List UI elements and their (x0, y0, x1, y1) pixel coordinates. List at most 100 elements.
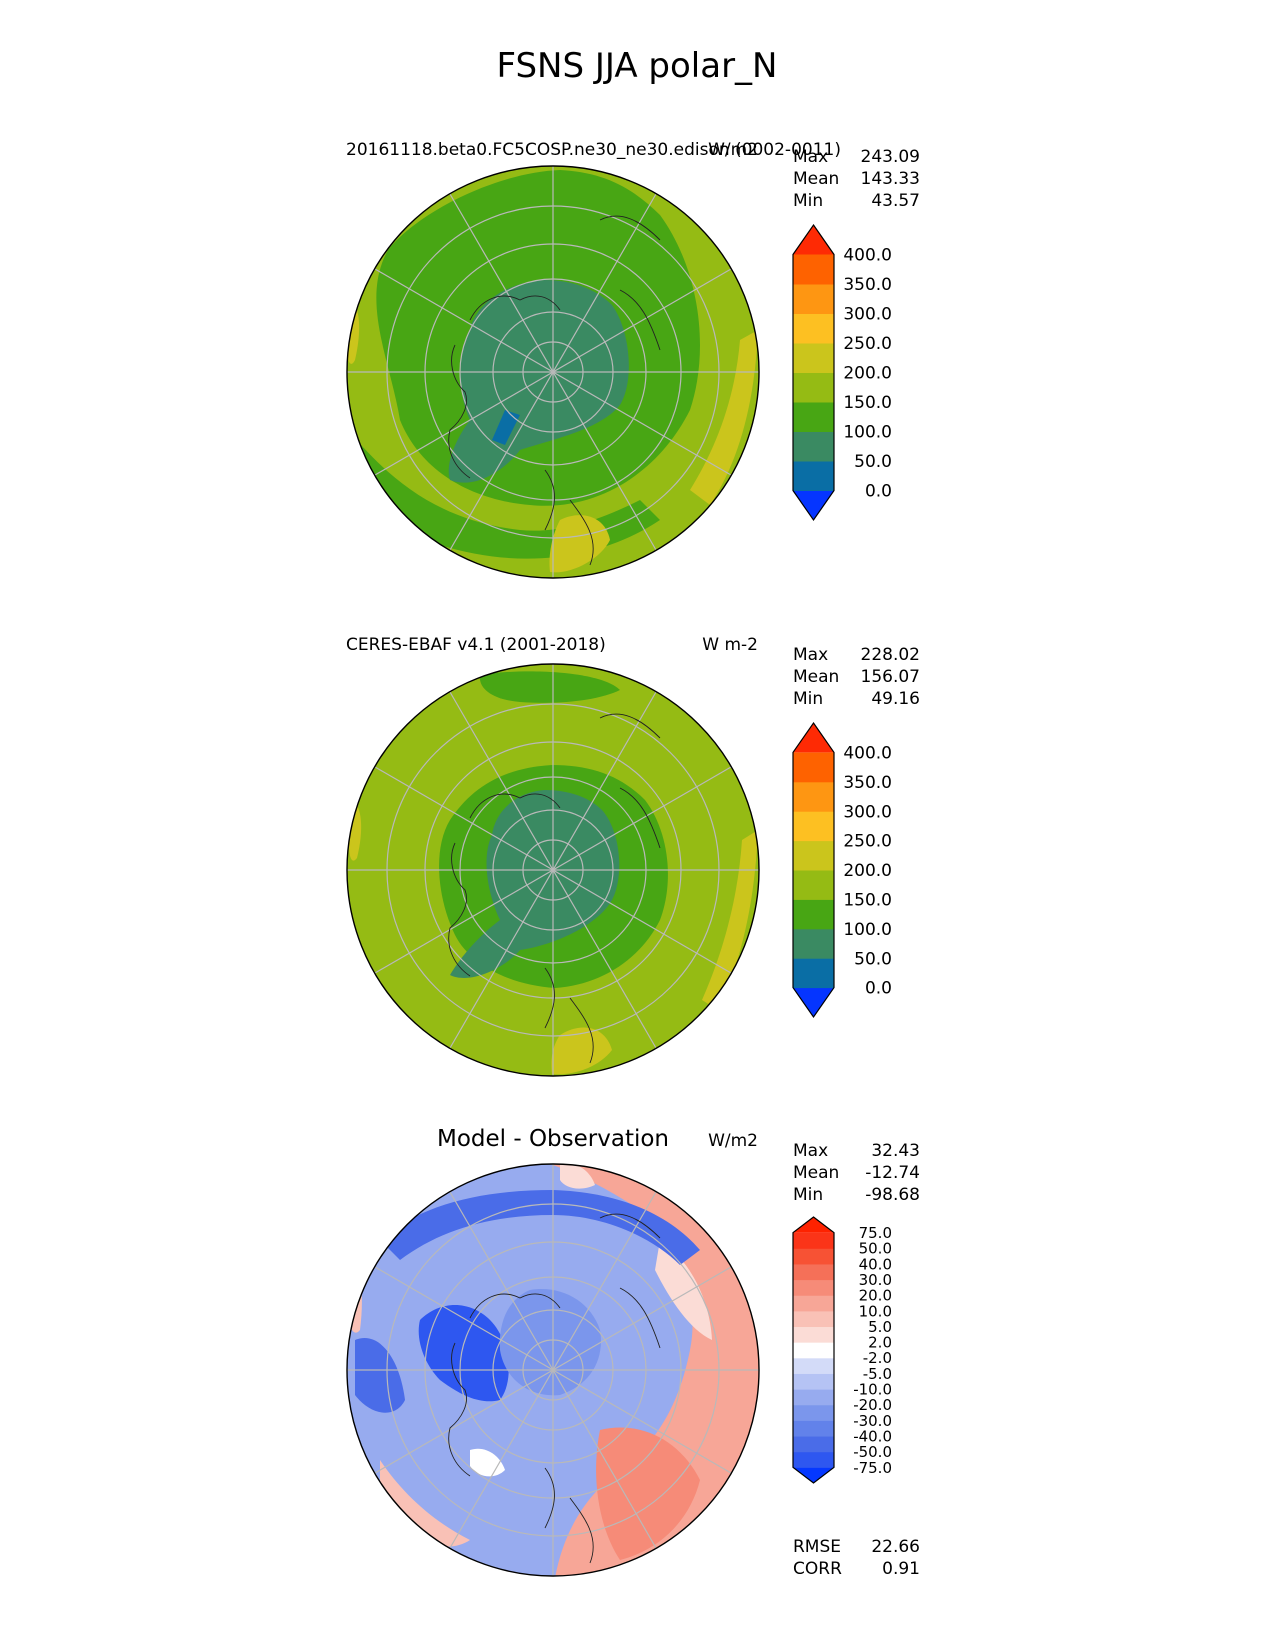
colorbar-1-segment (793, 752, 834, 783)
panel-diff-map-border (346, 1163, 760, 1577)
panel-diff-coastlines (448, 1213, 661, 1564)
panel-diff-stat-value-max: 32.43 (871, 1141, 920, 1161)
colorbar-1-tick-label: 50.0 (854, 949, 892, 969)
panel-diff-bottom-stats: RMSE 22.66 CORR 0.91 (793, 1537, 920, 1579)
colorbar-1-tick-label: 350.0 (843, 773, 892, 793)
panel-model-stat-label-mean: Mean (793, 169, 839, 189)
panel-diff-units: W/m2 (708, 1131, 758, 1151)
colorbar-1-tick-label: 150.0 (843, 891, 892, 911)
diff-weak-islands (470, 1448, 505, 1477)
colorbar-0-outline (792, 223, 835, 522)
colorbar-2-segment (793, 1451, 834, 1468)
panel-diff-colorbar: -75.0-50.0-40.0-30.0-20.0-10.0-5.0-2.02.… (792, 1216, 892, 1484)
diff-negative-strong-west (418, 1305, 509, 1402)
panel-model-stat-label-min: Min (793, 191, 823, 211)
colorbar-2-outline (792, 1216, 835, 1484)
colorbar-0-tick-label: 200.0 (843, 364, 892, 384)
field-band-100-model (448, 280, 629, 483)
colorbar-2-segment (793, 1295, 834, 1312)
colorbar-2-tick-label: 20.0 (859, 1287, 892, 1305)
colorbar-2-tick-label: 50.0 (859, 1240, 892, 1258)
panel-diff-stats: Max 32.43 Mean -12.74 Min -98.68 (793, 1141, 920, 1205)
panel-diff-title: Model - Observation (437, 1126, 669, 1152)
field-band-250-obs-south (551, 1027, 612, 1075)
colorbar-1-segment (793, 958, 834, 989)
colorbar-2-tick-label: 75.0 (859, 1224, 892, 1242)
panel-obs: CERES-EBAF v4.1 (2001-2018) W m-2 Max 22… (346, 635, 920, 1077)
colorbar-1-extend-low (793, 987, 834, 1017)
colorbar-2-tick-label: -5.0 (863, 1365, 892, 1383)
panel-model-colorbar: 0.0 50.0 100.0 150.0 200.0 250.0 300.0 350.0 400… (792, 223, 892, 522)
colorbar-2-segment (793, 1263, 834, 1281)
panel-model-graticule (347, 166, 759, 578)
panel-model-units: W/m2 (708, 140, 758, 160)
colorbar-1-outline (792, 721, 835, 1019)
colorbar-2-segment (793, 1420, 834, 1437)
figure-title: FSNS JJA polar_N (497, 46, 778, 86)
panel-diff-stat-value-rmse: 22.66 (871, 1537, 920, 1557)
colorbar-2-tick-label: -75.0 (853, 1459, 892, 1477)
colorbar-2-segment (793, 1279, 834, 1296)
panel-diff-stat-value-mean: -12.74 (865, 1163, 920, 1183)
colorbar-0-segment (793, 431, 834, 462)
colorbar-2-tick-label: -30.0 (853, 1412, 892, 1430)
colorbar-0-segment (793, 343, 834, 373)
colorbar-0-segment (793, 284, 834, 314)
colorbar-1-segment (793, 928, 834, 959)
colorbar-0-tick-label: 250.0 (843, 334, 892, 354)
field-band-50-model (492, 410, 520, 445)
diff-positive-east-strong (596, 1427, 700, 1560)
colorbar-2-tick-label: 2.0 (868, 1334, 892, 1352)
colorbar-1-segment (793, 781, 834, 812)
panel-obs-left-label: CERES-EBAF v4.1 (2001-2018) (346, 635, 606, 655)
colorbar-0-tick-label: 300.0 (843, 305, 892, 325)
colorbar-2-tick-label: -40.0 (853, 1427, 892, 1445)
diff-negative-mid-center (499, 1289, 601, 1396)
colorbar-0-tick-label: 350.0 (843, 275, 892, 295)
colorbar-0-tick-label: 400.0 (843, 246, 892, 266)
panel-diff: Model - Observation W/m2 (346, 1126, 920, 1579)
colorbar-2-tick-label: 40.0 (859, 1255, 892, 1273)
colorbar-2-segment (793, 1310, 834, 1328)
diff-weak-north (560, 1164, 595, 1189)
panel-obs-stat-label-mean: Mean (793, 667, 839, 687)
colorbar-1-extend-high (793, 723, 834, 753)
colorbar-2-tick-label: -50.0 (853, 1443, 892, 1461)
colorbar-0-tick-label: 150.0 (843, 393, 892, 413)
panel-obs-stat-value-mean: 156.07 (861, 667, 920, 687)
colorbar-2-tick-label: 5.0 (868, 1318, 892, 1336)
panel-model-stat-value-min: 43.57 (871, 191, 920, 211)
panel-obs-stat-label-min: Min (793, 689, 823, 709)
colorbar-2-segment (793, 1436, 834, 1453)
field-band-100-obs (450, 790, 620, 978)
panel-diff-stat-label-min: Min (793, 1185, 823, 1205)
panel-model-map-border (346, 165, 760, 579)
panel-obs-units: W m-2 (702, 635, 758, 655)
panel-obs-stat-value-max: 228.02 (861, 645, 920, 665)
colorbar-1-segment (793, 840, 834, 871)
colorbar-0-tick-label: 50.0 (854, 452, 892, 472)
panel-obs-map-border (346, 663, 760, 1077)
colorbar-2-segment (793, 1373, 834, 1390)
colorbar-1-tick-label: 0.0 (865, 979, 892, 999)
colorbar-2-segment (793, 1342, 834, 1359)
panel-model-stats: Max 243.09 Mean 143.33 Min 43.57 (793, 147, 920, 211)
colorbar-1-tick-label: 250.0 (843, 832, 892, 852)
colorbar-0-segment (793, 402, 834, 432)
colorbar-2-tick-label: -10.0 (853, 1381, 892, 1399)
panel-obs-stats: Max 228.02 Mean 156.07 Min 49.16 (793, 645, 920, 709)
colorbar-2-tick-label: -20.0 (853, 1396, 892, 1414)
colorbar-1-segment (793, 870, 834, 900)
colorbar-2-segment (793, 1357, 834, 1374)
panel-diff-stat-label-corr: CORR (793, 1559, 842, 1579)
colorbar-2-segment (793, 1326, 834, 1343)
panel-diff-stat-label-max: Max (793, 1141, 828, 1161)
colorbar-2-extend-low (793, 1467, 834, 1483)
field-band-150-obs-north (479, 671, 620, 703)
panel-obs-colorbar: 0.0 50.0 100.0 150.0 200.0 250.0 300.0 350.0 400… (792, 721, 892, 1019)
colorbar-2-extend-high (793, 1217, 834, 1233)
field-band-250-model-south (549, 515, 610, 573)
field-belt-150-model (347, 420, 660, 559)
colorbar-0-segment (793, 372, 834, 403)
